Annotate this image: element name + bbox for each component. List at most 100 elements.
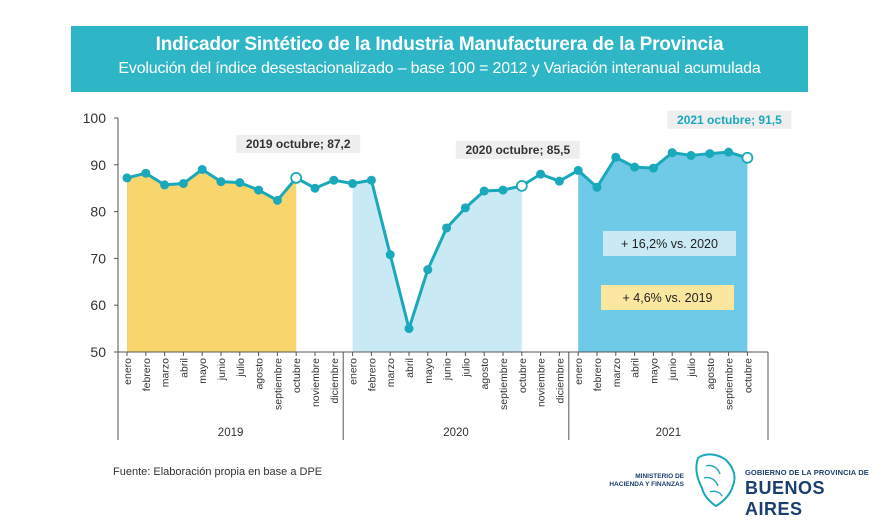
- data-point: [554, 176, 564, 186]
- ministry-logo-text: MINISTERIO DE HACIENDA Y FINANZAS: [592, 473, 684, 489]
- data-point: [385, 250, 395, 260]
- data-point: [724, 147, 734, 157]
- variation-label: + 16,2% vs. 2020: [621, 237, 718, 251]
- callout-label: 2021 octubre; 91,5: [677, 113, 782, 127]
- data-point: [460, 203, 470, 213]
- data-point: [197, 164, 207, 174]
- shaded-area-2: [352, 180, 522, 352]
- data-point: [442, 223, 452, 233]
- year-label-2020: 2020: [443, 427, 469, 439]
- year-label-2019: 2019: [218, 427, 244, 439]
- x-tick-label-diciembre: diciembre: [554, 358, 566, 404]
- x-tick-label-febrero: febrero: [366, 358, 378, 391]
- y-tick-label: 90: [90, 157, 106, 173]
- x-tick-label-julio: julio: [460, 358, 472, 378]
- x-tick-label-octubre: octubre: [517, 358, 529, 393]
- x-tick-label-enero: enero: [573, 358, 585, 385]
- x-tick-label-abril: abril: [178, 358, 190, 378]
- data-point: [667, 148, 677, 158]
- variation-label: + 4,6% vs. 2019: [623, 291, 713, 305]
- x-tick-label-junio: junio: [216, 358, 228, 381]
- data-point: [479, 186, 489, 196]
- chart-subtitle: Evolución del índice desestacionalizado …: [118, 60, 761, 77]
- data-point: [178, 179, 188, 189]
- x-tick-label-julio: julio: [686, 358, 698, 378]
- source-note: Fuente: Elaboración propia en base a DPE: [113, 466, 323, 478]
- x-tick-label-agosto: agosto: [705, 358, 717, 390]
- gov-line-big: BUENOS AIRES: [745, 478, 826, 519]
- x-tick-label-agosto: agosto: [479, 358, 491, 390]
- shaded-area-1: [127, 169, 297, 352]
- x-tick-label-septiembre: septiembre: [498, 358, 510, 410]
- callout-label: 2019 octubre; 87,2: [246, 137, 351, 151]
- callout-box: [667, 110, 792, 129]
- x-tick-label-septiembre: septiembre: [724, 358, 736, 410]
- y-tick-label: 50: [90, 344, 106, 360]
- province-map-icon: [695, 453, 736, 508]
- variation-box: [603, 231, 736, 256]
- highlight-point: [515, 179, 528, 192]
- callout-label: 2020 octubre; 85,5: [465, 143, 570, 157]
- data-point: [235, 178, 245, 188]
- x-tick-label-febrero: febrero: [592, 358, 604, 391]
- data-point: [705, 149, 715, 159]
- x-tick-label-junio: junio: [667, 358, 679, 381]
- x-tick-label-septiembre: septiembre: [272, 358, 284, 410]
- title-banner: Indicador Sintético de la Industria Manu…: [71, 26, 808, 92]
- data-point: [272, 195, 282, 205]
- data-point: [141, 168, 151, 178]
- data-point: [686, 150, 696, 160]
- data-point: [366, 175, 376, 185]
- x-tick-label-diciembre: diciembre: [329, 358, 341, 404]
- y-tick-label: 60: [90, 297, 106, 313]
- ministry-line-1: MINISTERIO DE: [635, 473, 684, 480]
- x-tick-label-marzo: marzo: [385, 358, 397, 387]
- data-point: [611, 152, 621, 162]
- x-tick-label-enero: enero: [348, 358, 360, 385]
- data-point: [648, 163, 658, 173]
- highlight-point: [741, 151, 754, 164]
- data-point: [404, 324, 414, 334]
- x-tick-label-abril: abril: [404, 358, 416, 378]
- x-tick-label-julio: julio: [235, 358, 247, 378]
- callout-box: [455, 140, 580, 159]
- x-tick-label-mayo: mayo: [423, 358, 435, 384]
- data-point: [254, 185, 264, 195]
- data-point: [122, 173, 132, 183]
- highlight-point: [290, 172, 303, 184]
- data-point: [423, 265, 433, 275]
- x-tick-label-mayo: mayo: [648, 358, 660, 384]
- x-tick-label-febrero: febrero: [141, 358, 153, 391]
- y-tick-label: 100: [83, 110, 107, 126]
- government-logo-text: GOBIERNO DE LA PROVINCIA DE BUENOS AIRES: [745, 468, 887, 520]
- year-label-2021: 2021: [656, 427, 682, 439]
- data-point: [498, 185, 508, 195]
- x-tick-label-enero: enero: [122, 358, 134, 385]
- data-point: [630, 162, 640, 172]
- x-tick-label-noviembre: noviembre: [310, 358, 322, 407]
- x-tick-label-abril: abril: [630, 358, 642, 378]
- x-tick-label-marzo: marzo: [160, 358, 172, 387]
- y-tick-label: 70: [90, 250, 106, 266]
- data-point: [216, 177, 226, 187]
- x-tick-label-marzo: marzo: [611, 358, 623, 387]
- series-line: [126, 150, 748, 331]
- x-tick-label-junio: junio: [442, 358, 454, 381]
- data-point: [310, 183, 320, 193]
- x-tick-label-noviembre: noviembre: [536, 358, 548, 407]
- chart-title: Indicador Sintético de la Industria Manu…: [155, 34, 724, 55]
- data-point: [592, 182, 602, 192]
- data-point: [160, 180, 170, 190]
- gov-line-small: GOBIERNO DE LA PROVINCIA DE: [745, 468, 869, 477]
- callout-box: [236, 134, 361, 153]
- data-point: [348, 179, 358, 189]
- data-point: [329, 175, 339, 185]
- data-point: [536, 169, 546, 179]
- x-tick-label-octubre: octubre: [291, 358, 303, 393]
- data-point: [573, 165, 583, 175]
- variation-box: [601, 285, 734, 310]
- x-tick-label-agosto: agosto: [254, 358, 266, 390]
- y-tick-label: 80: [90, 204, 106, 220]
- ministry-line-2: HACIENDA Y FINANZAS: [609, 481, 684, 488]
